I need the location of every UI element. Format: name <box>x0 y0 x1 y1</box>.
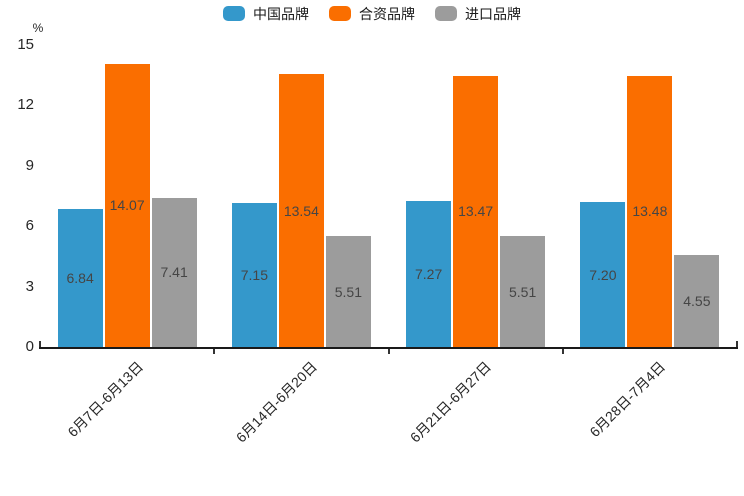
y-tick-label: 12 <box>17 96 34 114</box>
bar-value-label: 5.51 <box>509 283 537 300</box>
x-axis-line <box>39 347 738 349</box>
x-tick-label: 6月7日-6月13日 <box>63 358 146 441</box>
legend: 中国品牌 合资品牌 进口品牌 <box>0 6 744 21</box>
bar-value-label: 4.55 <box>683 293 711 310</box>
bar <box>278 74 324 347</box>
x-axis-endcap-tick <box>736 341 738 347</box>
y-axis-unit-label: % <box>32 21 44 35</box>
bar <box>325 236 371 347</box>
legend-swatch-icon <box>223 6 245 21</box>
y-tick-label: 6 <box>25 217 34 235</box>
bar-value-label: 5.51 <box>334 283 362 300</box>
bar <box>453 75 499 347</box>
bar <box>627 75 673 347</box>
bar <box>57 209 103 347</box>
bar <box>580 202 626 347</box>
bar-value-label: 6.84 <box>66 270 94 287</box>
x-tick-label: 6月14日-6月20日 <box>232 358 320 446</box>
x-tick-label: 6月21日-6月27日 <box>406 358 495 446</box>
y-tick-label: 0 <box>25 338 34 355</box>
bar-value-label: 13.48 <box>632 203 668 220</box>
bar-value-label: 14.07 <box>109 197 145 214</box>
x-axis-tick <box>561 349 564 354</box>
bar-value-label: 13.54 <box>283 202 319 219</box>
bar <box>151 197 197 347</box>
legend-label: 合资品牌 <box>359 5 415 22</box>
bar-value-label: 7.27 <box>415 265 443 282</box>
x-axis-tick <box>213 349 216 354</box>
bar-value-label: 13.47 <box>458 203 494 220</box>
legend-label: 进口品牌 <box>465 5 521 22</box>
legend-swatch-icon <box>435 6 457 21</box>
bar <box>674 255 720 347</box>
bar-value-label: 7.15 <box>240 267 268 284</box>
bar <box>231 203 277 347</box>
y-tick-label: 9 <box>25 156 34 174</box>
x-tick-label: 6月28日-7月4日 <box>586 358 669 441</box>
x-axis-tick <box>387 349 390 354</box>
legend-item-2: 进口品牌 <box>435 6 521 21</box>
y-tick-label: 3 <box>25 277 34 295</box>
x-axis-endcap-tick <box>39 341 41 347</box>
y-tick-label: 15 <box>17 36 34 53</box>
bar <box>406 200 452 347</box>
bar-value-label: 7.41 <box>160 264 188 281</box>
bar <box>500 236 546 347</box>
bar-value-label: 7.20 <box>589 266 617 283</box>
legend-item-1: 合资品牌 <box>329 6 415 21</box>
legend-label: 中国品牌 <box>253 5 309 22</box>
legend-swatch-icon <box>329 6 351 21</box>
bar <box>104 63 150 347</box>
legend-item-0: 中国品牌 <box>223 6 309 21</box>
